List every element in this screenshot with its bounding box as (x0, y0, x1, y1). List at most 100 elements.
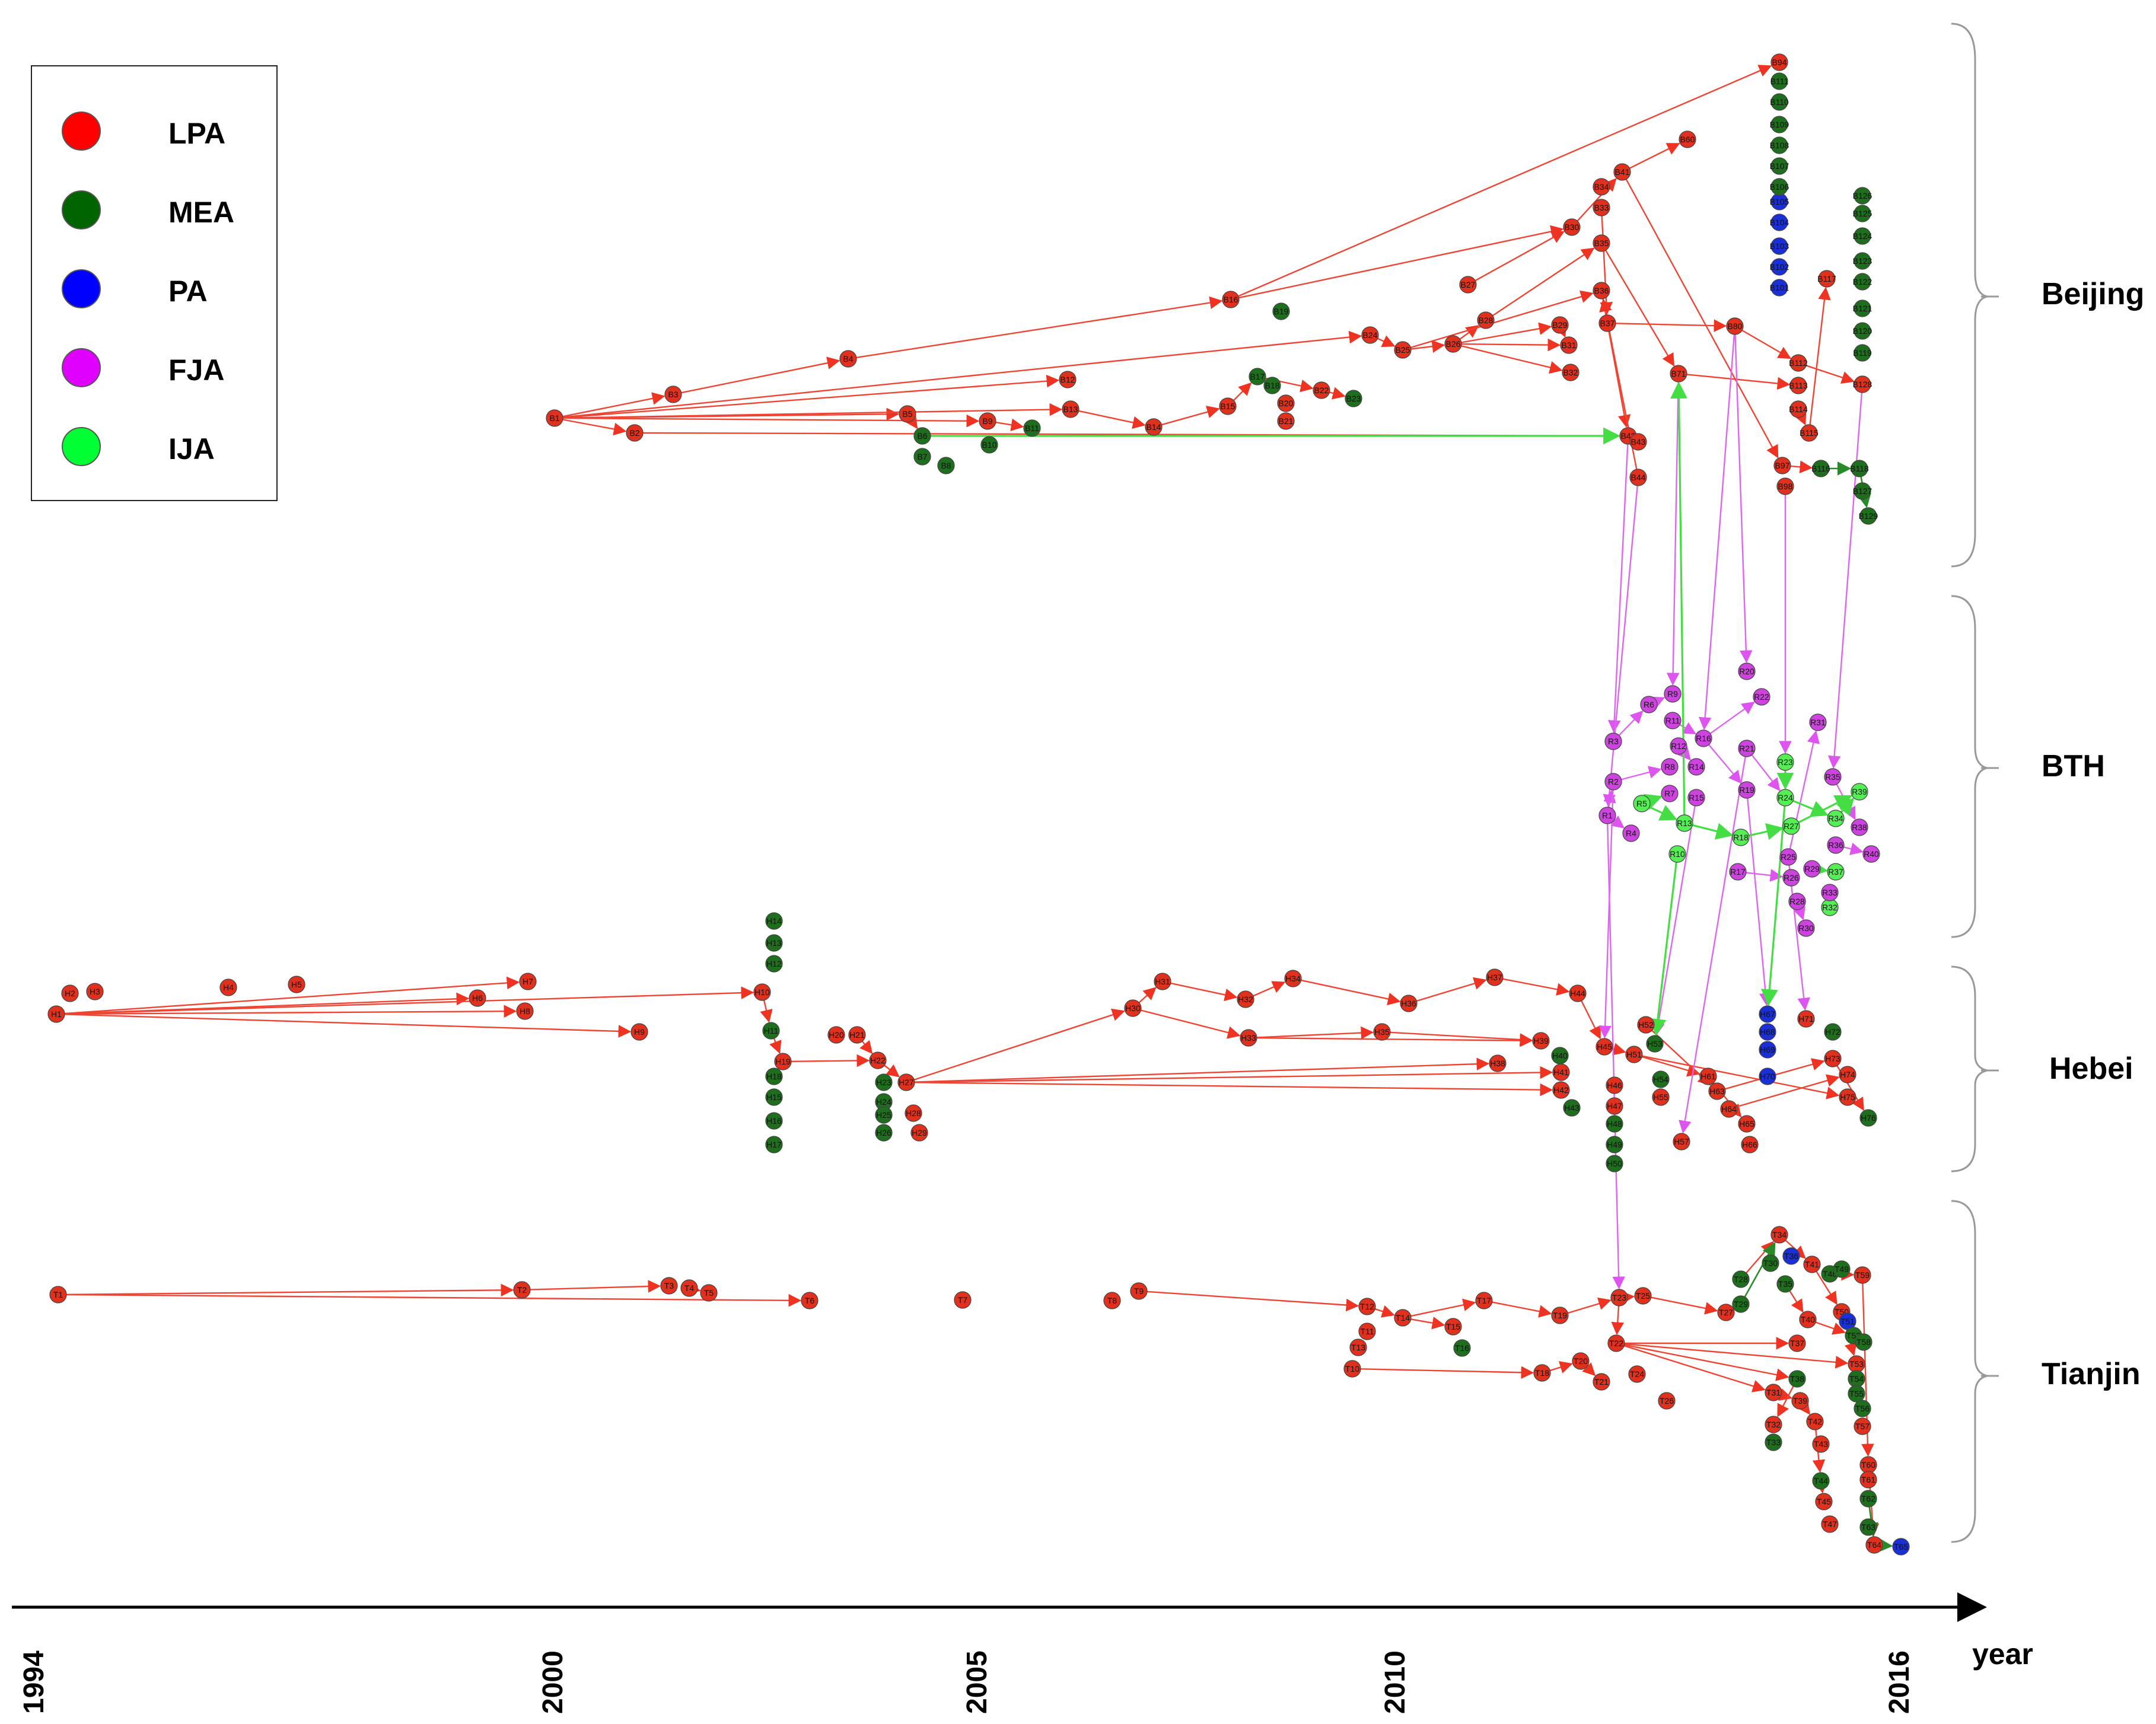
node-B26-dot (1444, 335, 1462, 353)
node-H67: H67 (1759, 1005, 1776, 1023)
node-R24-label: R24 (1778, 793, 1793, 802)
node-B117-dot (1818, 270, 1836, 288)
node-T19-dot (1551, 1306, 1569, 1324)
node-T27-dot (1717, 1304, 1735, 1321)
edge-B15-B17 (1233, 382, 1252, 401)
node-B17: B17 (1249, 368, 1266, 385)
node-T10-dot (1343, 1360, 1361, 1378)
node-H52-label: H52 (1638, 1020, 1654, 1030)
edge-H33-H39 (1256, 1034, 1533, 1047)
node-B2-label: B2 (629, 428, 639, 438)
node-T58-dot (1855, 1333, 1872, 1351)
node-R37-label: R37 (1828, 867, 1843, 877)
node-R9-label: R9 (1667, 689, 1678, 699)
node-B94-dot (1770, 53, 1788, 71)
node-T5: T5 (700, 1284, 718, 1302)
node-T23-dot (1610, 1289, 1628, 1306)
node-T60-label: T60 (1861, 1460, 1875, 1470)
node-B107-label: B107 (1770, 161, 1789, 171)
node-B25-dot (1394, 341, 1412, 359)
edge-B1-B24 (562, 330, 1362, 418)
node-R40-label: R40 (1864, 849, 1879, 859)
node-T56: T56 (1854, 1400, 1871, 1417)
node-B9-label: B9 (982, 416, 992, 426)
node-B23-label: B23 (1346, 394, 1361, 403)
node-T27: T27 (1717, 1304, 1735, 1321)
node-H30-label: H30 (1125, 1003, 1141, 1013)
node-T18: T18 (1533, 1364, 1551, 1382)
legend-box: LPA MEA PA FJA IJA (31, 65, 278, 501)
legend-label-fja: FJA (168, 353, 225, 387)
edge-B80-R16 (1698, 334, 1735, 731)
edge-R5-R7 (1643, 794, 1663, 810)
node-T27-label: T27 (1719, 1308, 1733, 1317)
node-T34: T34 (1770, 1226, 1788, 1244)
node-H25-label: H25 (876, 1110, 891, 1120)
node-T14: T14 (1394, 1309, 1412, 1327)
node-B7-label: B7 (917, 452, 927, 461)
node-B27-label: B27 (1461, 280, 1476, 289)
node-H16: H16 (765, 1112, 783, 1130)
node-B10-label: B10 (982, 440, 997, 450)
node-B71-dot (1670, 365, 1687, 383)
node-B30: B30 (1563, 218, 1581, 236)
node-T56-dot (1854, 1400, 1871, 1417)
node-H73: H73 (1824, 1050, 1842, 1067)
node-H4-dot (219, 979, 237, 996)
node-R4-label: R4 (1626, 828, 1636, 838)
node-R20: R20 (1738, 662, 1756, 680)
node-H44-dot (1569, 984, 1587, 1002)
edge-T18-T20 (1550, 1361, 1573, 1374)
brace-beijing (1951, 23, 1988, 568)
node-T35-dot (1776, 1275, 1794, 1293)
node-T59-dot (1854, 1266, 1871, 1284)
node-B109: B109 (1770, 116, 1789, 133)
node-H23-dot (875, 1073, 893, 1091)
node-B102: B102 (1770, 258, 1789, 276)
node-R15: R15 (1687, 789, 1705, 807)
node-T3-label: T3 (664, 1281, 674, 1290)
node-H47-dot (1606, 1097, 1623, 1115)
node-R20-dot (1738, 662, 1756, 680)
node-R14: R14 (1687, 758, 1705, 776)
node-H48-label: H48 (1607, 1119, 1622, 1129)
node-B44-dot (1629, 469, 1647, 486)
node-R13-label: R13 (1677, 818, 1692, 828)
node-H10: H10 (753, 983, 771, 1001)
node-B114: B114 (1789, 400, 1808, 418)
node-H39-label: H39 (1533, 1036, 1549, 1046)
edge-B112-B128 (1805, 365, 1855, 384)
node-T31-dot (1765, 1384, 1782, 1401)
node-H66: H66 (1741, 1136, 1759, 1153)
node-H40-label: H40 (1552, 1051, 1568, 1060)
node-T54: T54 (1848, 1370, 1865, 1388)
node-T44-label: T44 (1814, 1476, 1828, 1486)
node-B94: B94 (1770, 53, 1788, 71)
node-B33-label: B33 (1594, 203, 1609, 212)
region-label-bth: BTH (2042, 749, 2105, 783)
node-B11: B11 (1023, 419, 1041, 437)
node-R31-dot (1809, 713, 1827, 731)
node-T39-dot (1791, 1392, 1809, 1410)
node-H5-label: H5 (291, 980, 302, 989)
node-H53-label: H53 (1647, 1039, 1663, 1049)
node-T34-dot (1770, 1226, 1788, 1244)
node-T42-dot (1806, 1413, 1824, 1430)
node-B35-dot (1593, 234, 1610, 252)
node-B29: B29 (1551, 316, 1569, 334)
node-R18-label: R18 (1733, 833, 1749, 842)
node-B37-label: B37 (1600, 318, 1615, 328)
node-H4-label: H4 (223, 983, 234, 992)
edge-B16-B94 (1238, 65, 1772, 297)
node-H42-dot (1552, 1081, 1570, 1099)
node-H35-dot (1373, 1023, 1391, 1041)
edge-B3-B4 (681, 356, 840, 394)
node-R33: R33 (1821, 884, 1839, 901)
node-R38: R38 (1851, 818, 1868, 836)
node-B122: B122 (1853, 273, 1872, 291)
node-R7-label: R7 (1664, 789, 1675, 798)
node-B126-label: B126 (1853, 191, 1872, 200)
edge-H34-H36 (1301, 979, 1401, 1006)
node-H13-dot (765, 934, 783, 952)
node-H26-label: H26 (876, 1128, 891, 1137)
